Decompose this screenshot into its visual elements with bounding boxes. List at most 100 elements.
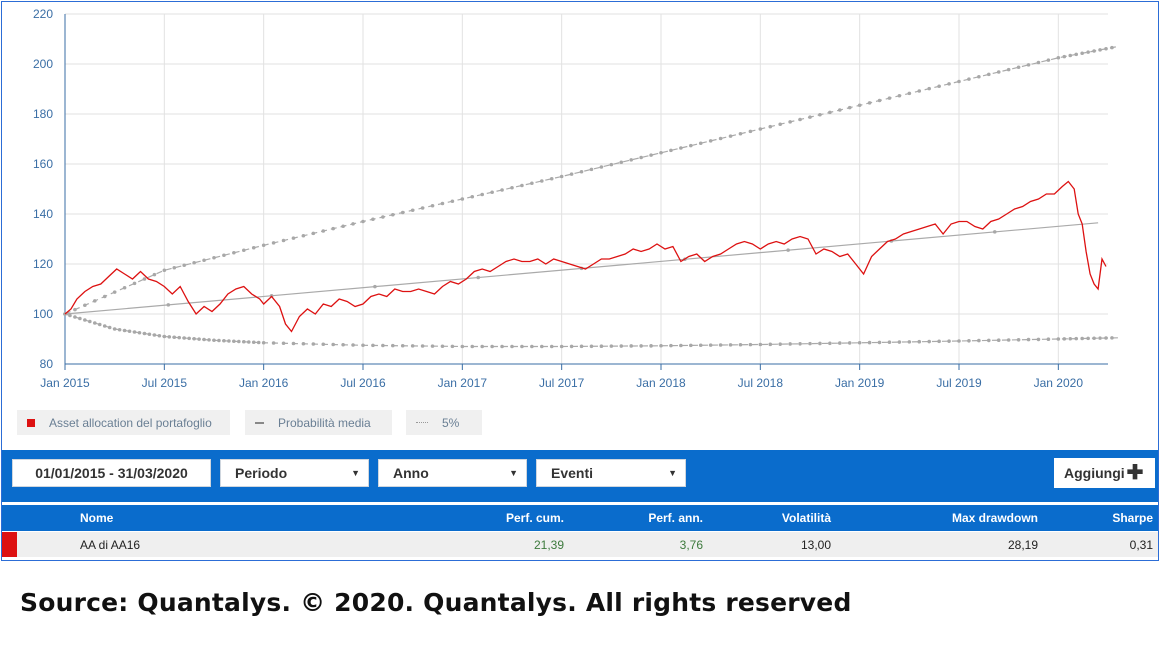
series-dot <box>1016 338 1021 342</box>
series-dot <box>68 313 72 318</box>
series-dot <box>480 344 485 349</box>
series-dot <box>391 343 395 348</box>
series-dot <box>679 146 683 150</box>
cell-volatilita: 13,00 <box>800 538 831 552</box>
series-dot <box>373 284 377 289</box>
series-dot <box>93 321 97 325</box>
series-dot <box>728 343 733 347</box>
eventi-select[interactable]: Eventi ▼ <box>536 459 686 487</box>
x-tick-label: Jan 2018 <box>636 376 686 390</box>
x-tick-label: Jan 2019 <box>835 376 885 390</box>
cell-sharpe: 0,31 <box>1129 538 1153 552</box>
series-dot <box>977 338 981 343</box>
series-dot <box>291 236 296 240</box>
series-dot <box>1036 337 1041 342</box>
series-dot <box>182 336 186 340</box>
table-row[interactable]: AA di AA16 21,39 3,76 13,00 28,19 0,31 <box>2 532 1158 557</box>
series-dot <box>122 285 127 290</box>
series-dot <box>917 89 922 93</box>
series-dot <box>311 231 316 236</box>
series-dot <box>540 344 544 349</box>
periodo-select[interactable]: Periodo ▼ <box>220 459 369 487</box>
series-dot <box>718 136 723 141</box>
series-dot <box>450 199 455 204</box>
series-dot <box>251 340 256 345</box>
series-line-5pct-upper <box>64 45 1119 315</box>
chart-series <box>63 45 1119 349</box>
cell-max-drawdown: 28,19 <box>1007 538 1038 552</box>
series-dot <box>381 215 385 219</box>
series-dot <box>718 343 723 347</box>
series-dot <box>520 344 524 349</box>
series-dot <box>172 265 177 270</box>
series-dot <box>927 86 931 91</box>
series-dot <box>957 79 961 84</box>
col-max-drawdown[interactable]: Max drawdown <box>951 511 1038 525</box>
series-dot <box>420 206 425 210</box>
series-dot <box>281 238 286 243</box>
series-line-portfolio <box>64 180 1107 333</box>
col-perf-cum[interactable]: Perf. cum. <box>505 511 564 525</box>
series-dot <box>1046 337 1051 342</box>
series-dot <box>172 335 177 340</box>
legend-label: 5% <box>442 415 460 430</box>
col-volatilita[interactable]: Volatilità <box>781 511 831 525</box>
legend-item-5pct[interactable]: 5% <box>406 410 482 435</box>
series-dot <box>579 169 584 174</box>
series-dot <box>927 339 931 344</box>
series-dot <box>1080 51 1084 56</box>
series-dot <box>847 341 852 345</box>
series-dot <box>132 330 137 334</box>
series-dot <box>788 342 792 346</box>
series-dot <box>887 96 892 100</box>
series-dot <box>1026 337 1031 342</box>
series-dot <box>599 344 604 349</box>
series-dot <box>162 268 167 273</box>
series-dot <box>102 294 107 299</box>
series-dot <box>689 343 693 348</box>
series-dot <box>569 172 574 176</box>
series-dot <box>1062 54 1067 59</box>
series-dot <box>619 160 624 165</box>
y-tick-label: 80 <box>40 357 54 371</box>
periodo-value: Periodo <box>235 465 288 481</box>
date-range-input[interactable]: 01/01/2015 - 31/03/2020 <box>12 459 211 487</box>
series-dot <box>117 327 122 332</box>
series-dot <box>798 117 802 122</box>
series-dot <box>698 141 703 146</box>
chart-grid <box>64 13 1108 365</box>
series-dot <box>828 341 832 346</box>
col-perf-ann[interactable]: Perf. ann. <box>648 511 703 525</box>
legend-item-mean[interactable]: Probabilità media <box>245 410 392 435</box>
series-dot <box>88 319 92 324</box>
series-dot <box>798 342 802 346</box>
chart-panel: 80 100 120 140 160 180 200 220 Jan 2015 Jul 2015… <box>1 1 1159 561</box>
series-dot <box>410 344 415 348</box>
anno-select[interactable]: Anno ▼ <box>378 459 527 487</box>
add-button[interactable]: Aggiungi ✚ <box>1054 458 1155 488</box>
series-dot <box>500 188 504 192</box>
series-dot <box>102 324 107 328</box>
series-dot <box>107 325 112 330</box>
series-dot <box>639 155 643 160</box>
cell-perf-cum: 21,39 <box>533 538 564 552</box>
series-dot <box>341 342 345 347</box>
series-dot <box>540 179 544 183</box>
series-dot <box>907 340 912 344</box>
series-dot <box>530 344 534 349</box>
x-tick-label: Jul 2018 <box>738 376 784 390</box>
toolbar: 01/01/2015 - 31/03/2020 Periodo ▼ Anno ▼… <box>2 450 1158 502</box>
series-dot <box>281 341 286 346</box>
caret-down-icon: ▼ <box>668 468 677 478</box>
series-dot <box>177 335 182 340</box>
legend-item-portfolio[interactable]: Asset allocation del portafoglio <box>17 410 230 435</box>
series-dot <box>490 344 494 349</box>
performance-chart: 80 100 120 140 160 180 200 220 Jan 2015 Jul 2015… <box>33 7 1119 390</box>
series-dot <box>152 272 157 277</box>
series-dot <box>430 203 435 208</box>
series-dot <box>559 344 564 349</box>
series-dot <box>476 275 481 280</box>
col-sharpe[interactable]: Sharpe <box>1112 511 1153 525</box>
series-dot <box>992 230 997 234</box>
series-dot <box>470 194 475 199</box>
